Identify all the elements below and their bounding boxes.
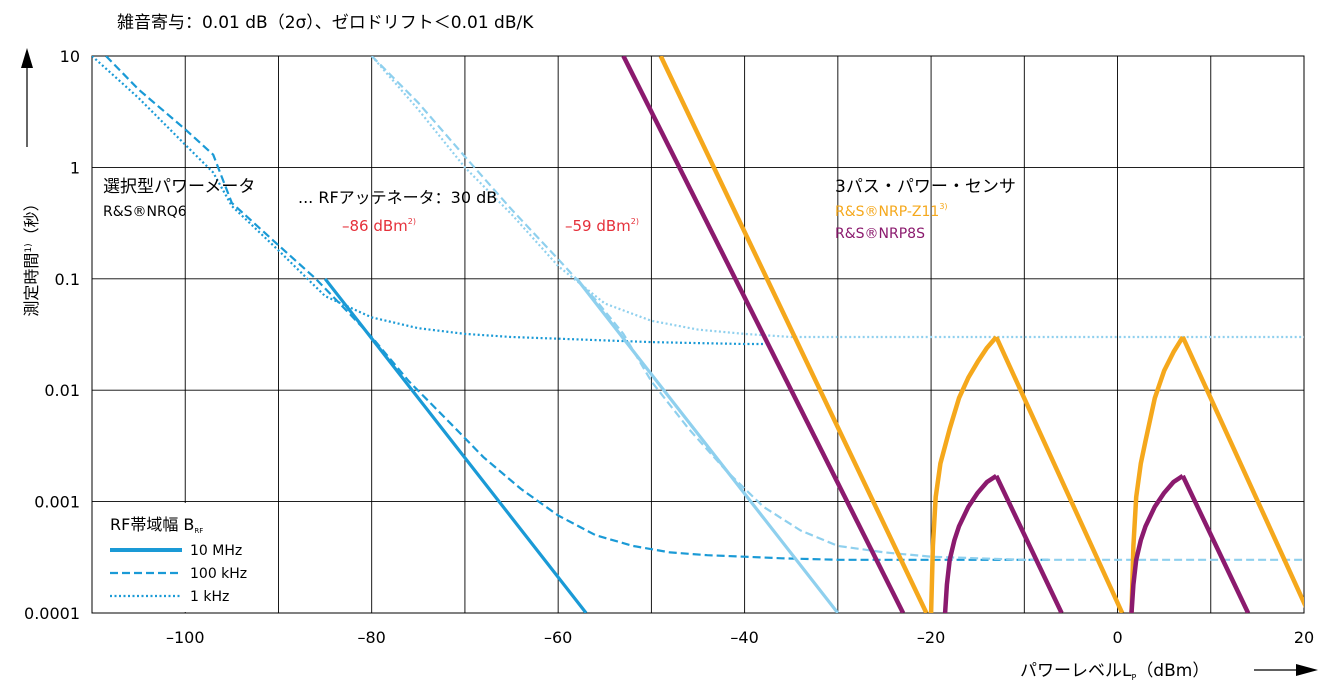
marker-b-sup: 2)	[631, 217, 639, 226]
series-nrq6-dotted-2	[92, 56, 764, 346]
y-axis-label-sup: 1)	[24, 243, 34, 252]
y-axis-label: 測定時間1)（秒）	[22, 195, 41, 316]
x-axis-label-unit: （dBm）	[1136, 661, 1209, 681]
series-group	[92, 56, 1304, 613]
series-nrp8s-solid-12	[942, 474, 998, 613]
x-tick-labels: –100 –80 –60 –40 –20 0 20	[166, 628, 1314, 647]
y-tick-label: 0.001	[34, 493, 80, 512]
series-nrp8s-solid-11	[621, 56, 906, 613]
x-axis-label-sub: P	[1131, 673, 1136, 682]
y-tick-label: 10	[60, 47, 80, 66]
x-tick-label: 20	[1294, 628, 1314, 647]
annotations: 選択型パワーメータ R&S®NRQ6 ... RFアッテネータ：30 dB –8…	[103, 177, 1016, 242]
x-tick-label: 0	[1112, 628, 1122, 647]
sensor-z11-label: R&S®NRP-Z113)	[835, 202, 948, 220]
x-tick-label: –80	[358, 628, 386, 647]
y-tick-label: 1	[70, 158, 80, 177]
x-tick-label: –40	[730, 628, 758, 647]
series-z11-solid-7	[928, 335, 999, 613]
series-nrq6-dashed-1	[105, 56, 1053, 561]
attenuator-label: ... RFアッテネータ：30 dB	[298, 188, 497, 207]
plot-frame	[91, 55, 1305, 614]
y-tick-label: 0.01	[44, 381, 80, 400]
series-nrq6_attenuator-solid-3	[575, 277, 840, 613]
y-axis-arrow	[21, 48, 33, 147]
series-nrq6_attenuator-dashed-4	[370, 56, 1304, 561]
series-z11-solid-10	[1180, 336, 1304, 609]
legend-label-1khz: 1 kHz	[190, 589, 229, 605]
legend: RF帯域幅 BRF 10 MHz 100 kHz 1 kHz	[93, 503, 276, 612]
series-nrp8s-solid-14	[1129, 474, 1185, 613]
x-axis-label: パワーレベルLP（dBm）	[1020, 661, 1209, 682]
x-tick-label: –100	[166, 628, 205, 647]
y-tick-labels: 10 1 0.1 0.01 0.001 0.0001	[24, 47, 80, 623]
y-tick-label: 0.1	[55, 270, 80, 289]
sensor-title: 3パス・パワー・センサ	[835, 177, 1016, 197]
x-tick-label: –60	[544, 628, 572, 647]
series-z11-solid-8	[994, 336, 1125, 613]
legend-title-sub: RF	[194, 527, 203, 535]
x-tick-label: –20	[917, 628, 945, 647]
y-axis-label-group: 測定時間1)（秒）	[22, 195, 41, 316]
grid	[91, 55, 1305, 614]
y-axis-label-unit: （秒）	[22, 195, 41, 243]
legend-label-10mhz: 10 MHz	[190, 543, 242, 559]
series-nrp8s-solid-15	[1180, 474, 1251, 613]
chart-title: 雑音寄与：0.01 dB（2σ）、ゼロドリフト＜0.01 dB/K	[117, 13, 534, 33]
nrq6-title: 選択型パワーメータ	[103, 177, 255, 197]
legend-box	[93, 503, 276, 612]
marker-a-label: –86 dBm2)	[342, 217, 416, 235]
marker-b-label: –59 dBm2)	[565, 217, 639, 235]
series-z11-solid-6	[658, 56, 929, 613]
marker-a-sup: 2)	[408, 217, 416, 226]
legend-title: RF帯域幅 BRF	[110, 515, 203, 535]
x-axis-arrow	[1254, 664, 1318, 676]
y-tick-label: 0.0001	[24, 604, 80, 623]
sensor-nrp8s-label: R&S®NRP8S	[835, 226, 925, 242]
series-nrq6-solid-0	[323, 277, 588, 613]
legend-label-100khz: 100 kHz	[190, 566, 247, 582]
series-z11-solid-9	[1129, 335, 1185, 613]
series-nrq6_attenuator-dotted-5	[370, 56, 1304, 339]
nrq6-model: R&S®NRQ6	[103, 204, 187, 220]
sensor-z11-sup: 3)	[939, 202, 947, 211]
series-nrp8s-solid-13	[994, 474, 1064, 613]
